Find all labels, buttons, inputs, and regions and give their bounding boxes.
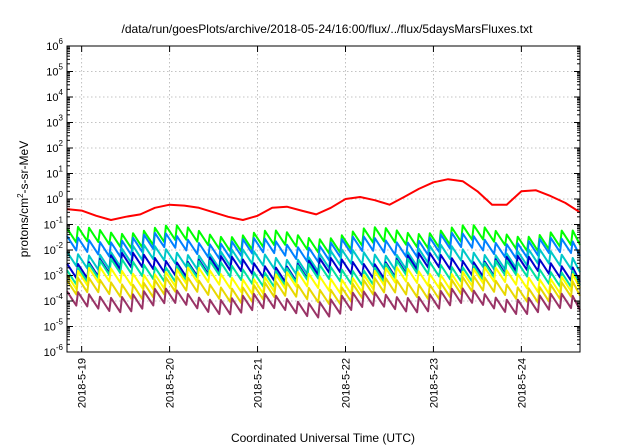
y-axis-label-part-1: protons/cm: [17, 198, 31, 257]
y-tick-exponent: 5: [59, 63, 64, 72]
y-tick-base: 10: [44, 245, 56, 257]
y-tick-base: 10: [44, 322, 56, 334]
y-tick-label: 10-1: [44, 216, 64, 232]
y-tick-base: 10: [46, 118, 58, 130]
series-line-1: [66, 178, 581, 221]
y-tick-exponent: -3: [56, 267, 64, 276]
y-tick-base: 10: [46, 41, 58, 53]
y-tick-label: 104: [46, 88, 63, 104]
y-tick-exponent: -1: [56, 216, 64, 225]
y-tick-exponent: 1: [59, 165, 64, 174]
y-tick-exponent: -5: [56, 318, 64, 327]
y-tick-label: 10-4: [44, 292, 64, 308]
y-tick-base: 10: [46, 67, 58, 79]
y-tick-label: 10-5: [44, 318, 64, 334]
y-tick-label: 10-6: [44, 343, 64, 359]
x-axis-label: Coordinated Universal Time (UTC): [231, 431, 415, 445]
chart-title: /data/run/goesPlots/archive/2018-05-24/1…: [122, 22, 534, 36]
y-tick-base: 10: [44, 347, 56, 359]
y-tick-label: 105: [46, 63, 63, 79]
x-tick-label: 2018-5-19: [77, 358, 89, 408]
y-tick-exponent: -2: [56, 241, 64, 250]
y-tick-base: 10: [46, 92, 58, 104]
y-tick-label: 103: [46, 114, 63, 130]
y-tick-base: 10: [44, 296, 56, 308]
x-axis-ticks: 2018-5-19 2018-5-20 2018-5-21 2018-5-22 2018…: [77, 46, 528, 408]
y-tick-label: 101: [46, 165, 63, 181]
y-axis-label-part-2: -s-sr-MeV: [17, 141, 31, 194]
y-axis-label-superscript: 2: [16, 193, 25, 198]
x-tick-label: 2018-5-23: [428, 358, 440, 408]
y-tick-exponent: 3: [59, 114, 64, 123]
y-tick-base: 10: [46, 194, 58, 206]
y-tick-label: 102: [46, 139, 63, 155]
x-tick-label: 2018-5-24: [516, 358, 528, 408]
y-tick-base: 10: [46, 169, 58, 181]
series-line-9: [66, 287, 581, 319]
y-tick-exponent: -4: [56, 292, 64, 301]
y-tick-exponent: 4: [59, 88, 64, 97]
y-tick-base: 10: [44, 220, 56, 232]
x-tick-label: 2018-5-20: [165, 358, 177, 408]
y-axis-label: protons/cm2-s-sr-MeV: [16, 141, 31, 257]
y-tick-label: 100: [46, 190, 63, 206]
y-tick-exponent: 6: [59, 37, 64, 46]
x-tick-label: 2018-5-21: [253, 358, 265, 408]
grid: [67, 46, 580, 352]
y-tick-exponent: -6: [56, 343, 64, 352]
y-tick-base: 10: [44, 271, 56, 283]
y-tick-exponent: 0: [59, 190, 64, 199]
y-tick-exponent: 2: [59, 139, 64, 148]
y-axis-ticks: 10-610-510-410-310-210-11001011021031041…: [44, 37, 580, 359]
y-tick-label: 10-3: [44, 267, 64, 283]
y-tick-label: 10-2: [44, 241, 64, 257]
series-layer: [66, 178, 581, 319]
series-line-3: [66, 231, 581, 263]
y-tick-base: 10: [46, 143, 58, 155]
x-tick-label: 2018-5-22: [340, 358, 352, 408]
y-tick-label: 106: [46, 37, 63, 53]
